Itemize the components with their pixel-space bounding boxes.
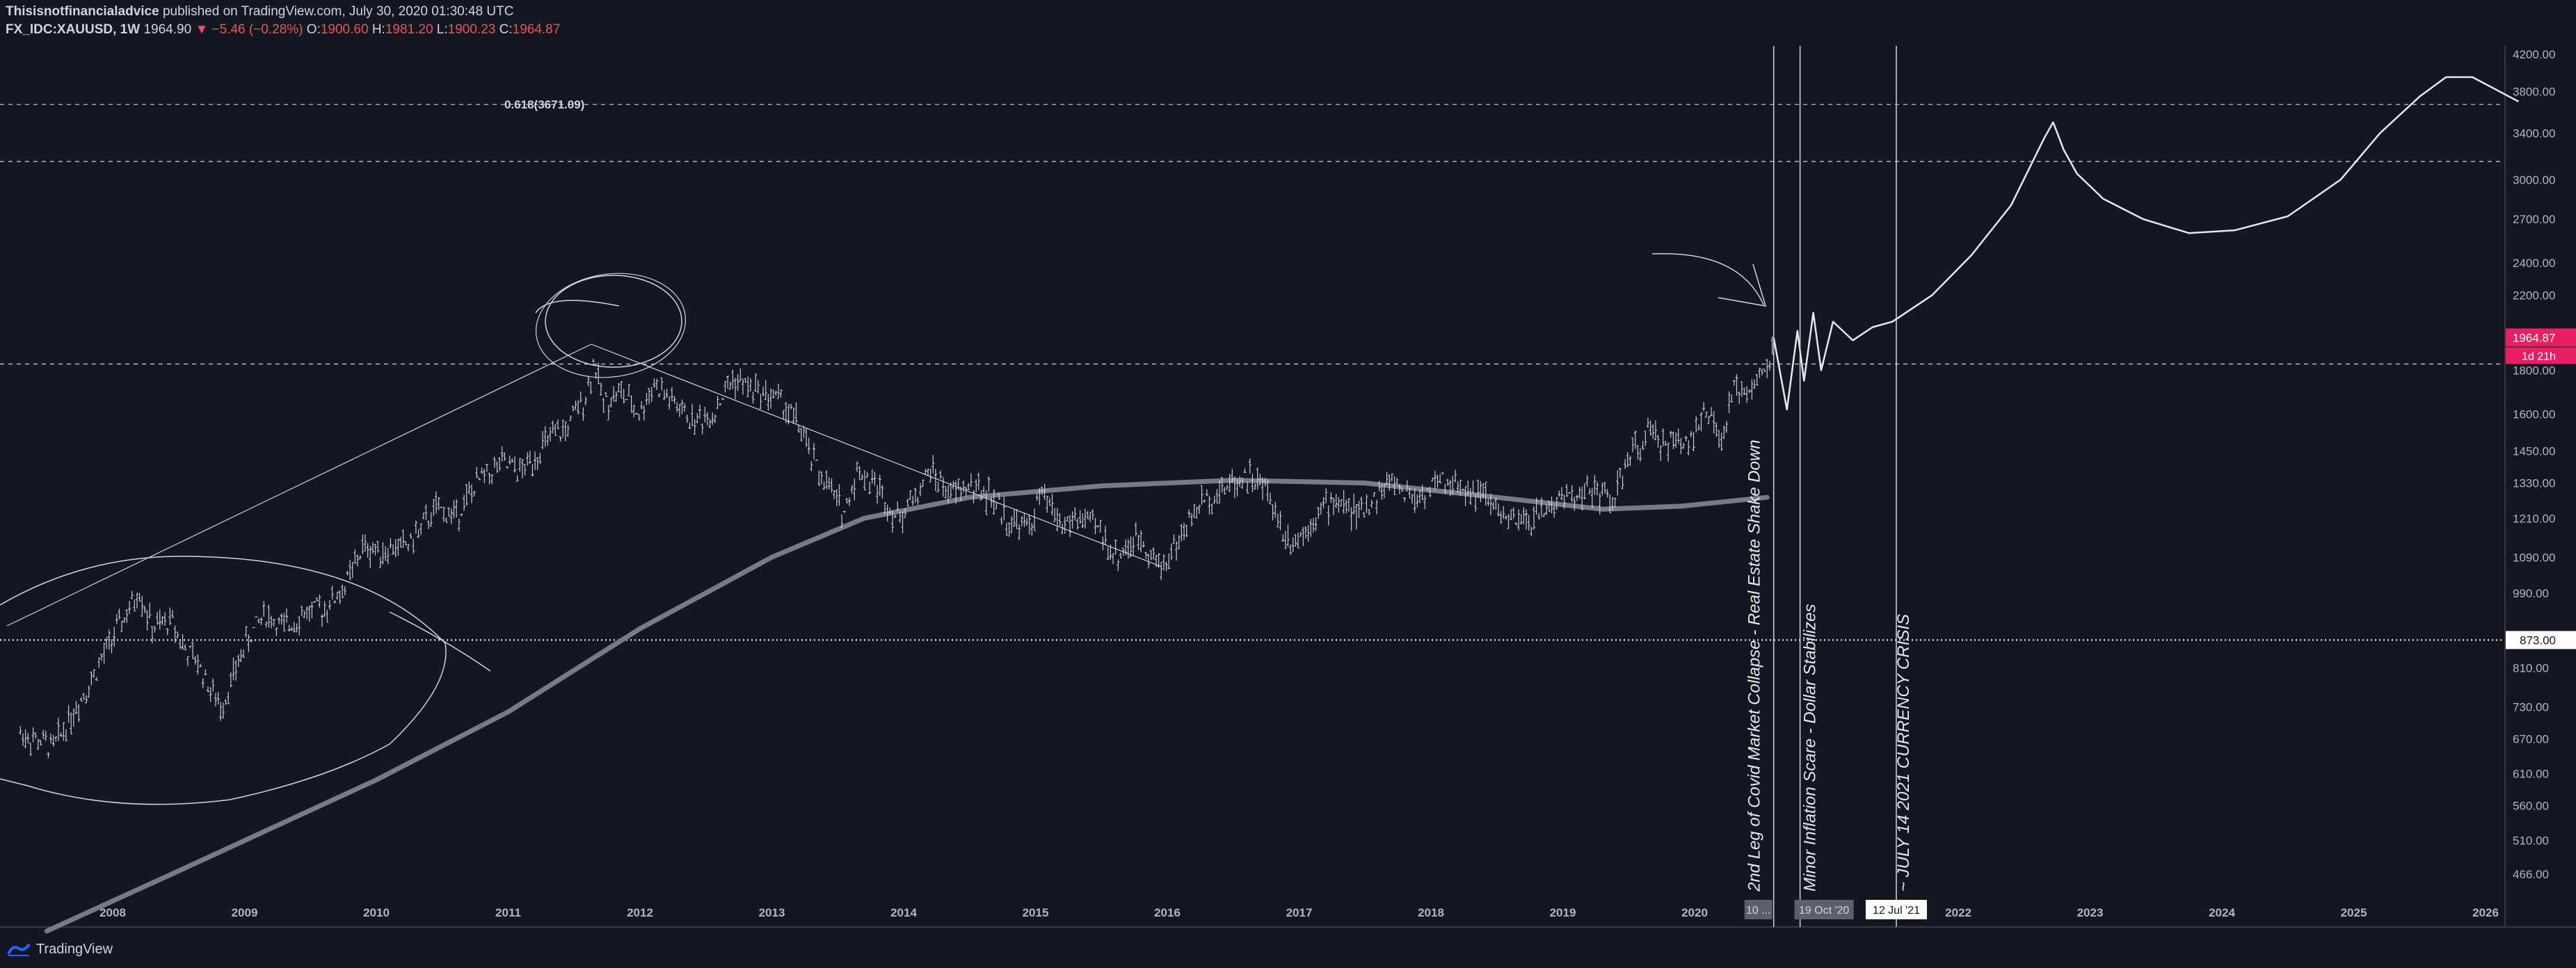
time-tick-label: 2016 <box>1154 906 1181 919</box>
price-tick-label: 1600.00 <box>2513 408 2555 421</box>
time-tick-label: 2009 <box>232 906 258 919</box>
projection-path[interactable] <box>1773 76 2519 411</box>
brand-name: TradingView <box>36 941 113 957</box>
arrow-head <box>1718 264 1767 307</box>
current-price-label: 1964.87 <box>2513 331 2555 344</box>
time-tick-label: 2012 <box>627 906 653 919</box>
price-bars-layer <box>19 336 1774 759</box>
top-circle-stroke <box>535 300 620 314</box>
price-tick-label: 810.00 <box>2513 662 2549 675</box>
open-label: O: <box>306 22 321 37</box>
time-tick-label: 2025 <box>2341 906 2367 919</box>
annotation-0: 2nd Leg of Covid Market Collapse - Real … <box>1745 439 1764 892</box>
moving-average-layer <box>44 478 1770 934</box>
time-tick-label: 2015 <box>1023 906 1049 919</box>
current-price-badge <box>2506 328 2576 347</box>
rising-trendline[interactable] <box>6 344 592 627</box>
price-tick-label: 560.00 <box>2513 799 2549 812</box>
high-label: H: <box>371 22 385 37</box>
top-circle-outer[interactable] <box>529 264 692 387</box>
oval-tail <box>389 611 491 672</box>
price-tick-label: 510.00 <box>2513 834 2549 848</box>
price-tick-label: 990.00 <box>2513 587 2549 600</box>
price-tick-label: 466.00 <box>2513 868 2549 881</box>
consolidation-oval[interactable] <box>0 556 447 805</box>
tradingview-logo[interactable]: TradingView <box>7 939 113 960</box>
chart-header: Thisisnotfinancialadvice published on Tr… <box>6 3 560 39</box>
price-tick-label: 2200.00 <box>2513 289 2555 302</box>
high-value: 1981.20 <box>385 22 433 37</box>
date-box-1 <box>1794 900 1854 919</box>
publish-line: Thisisnotfinancialadvice published on Tr… <box>6 3 560 21</box>
open-value: 1900.60 <box>320 22 369 37</box>
level-badge <box>2506 631 2576 650</box>
ohlc-legend: FX_IDC:XAUUSD, 1W 1964.90 ▼ −5.46 (−0.28… <box>6 21 560 39</box>
date-box-0 <box>1744 900 1773 919</box>
date-box-2 <box>1865 900 1927 919</box>
time-tick-label: 2008 <box>99 906 126 919</box>
annotation-2: ~ JULY 14 2021 CURRENCY CRISIS <box>1894 614 1913 892</box>
price-badges: 1964.87 1d 21h 873.00 <box>2506 328 2576 650</box>
horizontal-levels: 0.618(3671.09) <box>0 98 2504 641</box>
author-name[interactable]: Thisisnotfinancialadvice <box>6 4 159 19</box>
price-axis[interactable]: 4200.00 3800.00 3400.00 3000.00 2700.00 2400.… <box>2513 48 2555 881</box>
annotation-1: Minor Inflation Scare - Dollar Stabilize… <box>1801 604 1820 892</box>
price-tick-label: 3000.00 <box>2513 173 2555 186</box>
vertical-markers <box>1773 46 1897 927</box>
time-tick-label: 2018 <box>1418 906 1444 919</box>
last-price: 1964.90 <box>143 22 192 37</box>
low-label: L: <box>436 22 448 37</box>
arrow-curve[interactable] <box>1651 252 1764 305</box>
symbol-label[interactable]: FX_IDC:XAUUSD, 1W <box>6 22 141 37</box>
time-tick-label: 2019 <box>1550 906 1576 919</box>
time-tick-label: 2014 <box>890 906 917 919</box>
fib-level-label: 0.618(3671.09) <box>504 98 584 111</box>
price-tick-label: 2700.00 <box>2513 213 2555 226</box>
time-axis[interactable]: 2008 2009 2010 2011 2012 2013 2014 2015 2016 2017… <box>99 900 2499 919</box>
down-arrow-icon: ▼ <box>195 22 209 37</box>
time-tick-label: 2011 <box>495 906 521 919</box>
price-change: −5.46 (−0.28%) <box>211 22 303 37</box>
price-tick-label: 2400.00 <box>2513 257 2555 270</box>
time-tick-label: 2017 <box>1286 906 1313 919</box>
price-tick-label: 1800.00 <box>2513 364 2555 377</box>
time-tick-label: 2013 <box>759 906 785 919</box>
time-tick-label: 2024 <box>2209 906 2235 919</box>
time-tick-label: 2010 <box>363 906 390 919</box>
price-tick-label: 1330.00 <box>2513 477 2555 490</box>
level-badge-label: 873.00 <box>2520 634 2556 647</box>
price-tick-label: 4200.00 <box>2513 48 2555 61</box>
date-box-label-2: 12 Jul '21 <box>1873 905 1920 917</box>
time-tick-label: 2023 <box>2077 906 2104 919</box>
moving-average-line <box>44 478 1770 934</box>
close-value: 1964.87 <box>512 22 561 37</box>
price-tick-label: 1210.00 <box>2513 512 2555 525</box>
countdown-label: 1d 21h <box>2522 350 2556 362</box>
countdown-badge <box>2506 347 2576 364</box>
price-tick-label: 730.00 <box>2513 700 2549 713</box>
low-value: 1900.23 <box>447 22 496 37</box>
price-tick-label: 670.00 <box>2513 732 2549 745</box>
projected-price-path <box>1773 76 2519 411</box>
falling-trendline[interactable] <box>591 344 1162 567</box>
date-box-label-1: 19 Oct '20 <box>1799 905 1850 917</box>
vertical-annotations: 2nd Leg of Covid Market Collapse - Real … <box>1745 439 1913 892</box>
time-tick-label: 2026 <box>2472 906 2499 919</box>
time-tick-label: 2022 <box>1945 906 1971 919</box>
date-box-label-0: 10 ... <box>1746 905 1771 917</box>
price-tick-label: 1090.00 <box>2513 551 2555 564</box>
tradingview-logo-icon <box>7 943 31 956</box>
top-circle[interactable] <box>545 275 682 368</box>
time-tick-label: 2020 <box>1681 906 1708 919</box>
publish-info: published on TradingView.com, July 30, 2… <box>162 4 514 19</box>
price-tick-label: 3400.00 <box>2513 127 2555 140</box>
price-tick-label: 610.00 <box>2513 768 2549 781</box>
close-label: C: <box>499 22 513 37</box>
price-tick-label: 1450.00 <box>2513 444 2555 458</box>
hand-drawings <box>0 252 1767 805</box>
price-tick-label: 3800.00 <box>2513 86 2555 99</box>
